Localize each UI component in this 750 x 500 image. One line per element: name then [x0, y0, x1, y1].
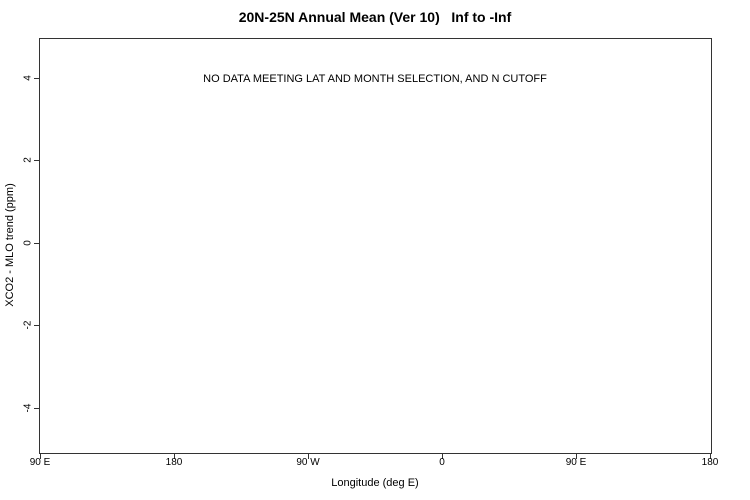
- y-tick-label: 2: [22, 157, 34, 163]
- x-tick-mark: [308, 454, 309, 459]
- y-tick-label: -4: [22, 403, 34, 413]
- y-axis-title: XCO2 - MLO trend (ppm): [4, 183, 16, 307]
- y-tick-label: -2: [22, 320, 34, 330]
- chart-title: 20N-25N Annual Mean (Ver 10) Inf to -Inf: [238, 9, 512, 25]
- x-tick-mark: [40, 454, 41, 459]
- plot-area: [39, 38, 712, 454]
- y-tick-mark: [34, 160, 39, 161]
- x-tick-label: 90 W: [296, 457, 320, 468]
- x-tick-mark: [442, 454, 443, 459]
- x-tick-mark: [174, 454, 175, 459]
- y-tick-mark: [34, 243, 39, 244]
- x-tick-mark: [576, 454, 577, 459]
- x-tick-label: 0: [439, 457, 445, 468]
- x-axis-title: Longitude (deg E): [331, 477, 419, 489]
- y-tick-mark: [34, 408, 39, 409]
- no-data-annotation: NO DATA MEETING LAT AND MONTH SELECTION,…: [203, 73, 547, 85]
- x-tick-label: 90 E: [565, 457, 587, 468]
- x-tick-mark: [710, 454, 711, 459]
- y-tick-label: 0: [22, 240, 34, 246]
- y-tick-mark: [34, 325, 39, 326]
- y-tick-label: 4: [22, 75, 34, 81]
- x-tick-label: 180: [701, 457, 719, 468]
- x-tick-label: 180: [165, 457, 183, 468]
- y-tick-mark: [34, 78, 39, 79]
- x-tick-label: 90 E: [29, 457, 51, 468]
